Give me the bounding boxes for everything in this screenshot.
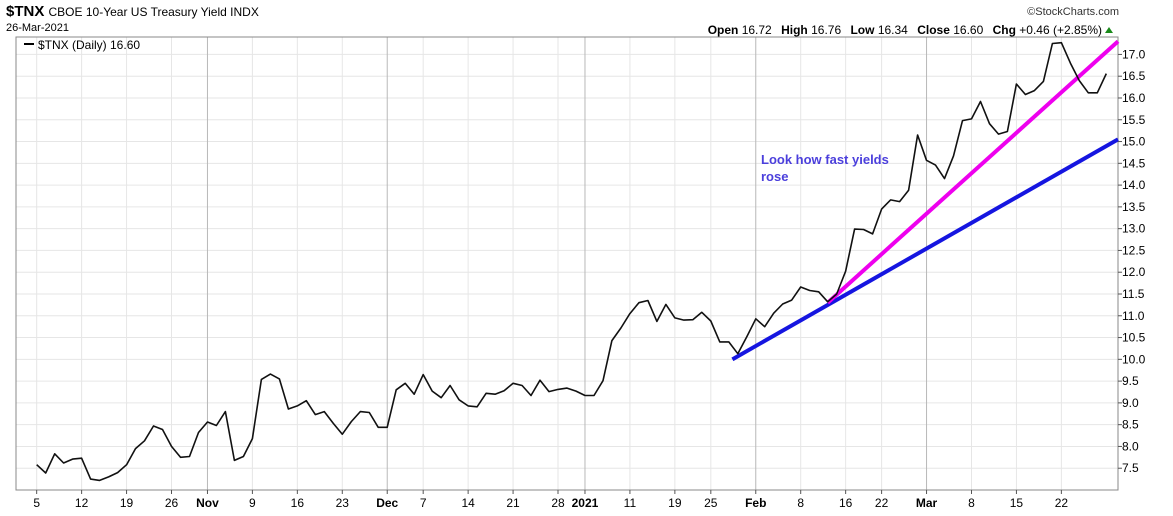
y-tick-label: 15.5 bbox=[1122, 113, 1146, 127]
legend: $TNX (Daily) 16.60 bbox=[24, 38, 140, 52]
x-tick-label: 2021 bbox=[572, 496, 599, 510]
chg-value: +0.46 (+2.85%) bbox=[1019, 23, 1102, 37]
high-value: 16.76 bbox=[811, 23, 842, 37]
y-tick-label: 12.5 bbox=[1122, 243, 1146, 257]
legend-label: $TNX (Daily) 16.60 bbox=[38, 38, 141, 52]
stockcharts-credit: ©StockCharts.com bbox=[1027, 6, 1119, 18]
x-tick-label: Mar bbox=[916, 496, 938, 510]
legend-swatch bbox=[24, 43, 34, 45]
x-tick-label: 25 bbox=[704, 496, 718, 510]
low-label: Low bbox=[850, 23, 875, 37]
x-tick-label: 16 bbox=[839, 496, 853, 510]
x-tick-label: 15 bbox=[1010, 496, 1024, 510]
x-tick-label: 22 bbox=[1055, 496, 1069, 510]
x-tick-label: 21 bbox=[506, 496, 520, 510]
y-tick-label: 12.0 bbox=[1122, 265, 1146, 279]
symbol-label: $TNX bbox=[6, 3, 45, 20]
y-tick-label: 14.5 bbox=[1122, 156, 1146, 170]
x-tick-label: 19 bbox=[120, 496, 134, 510]
low-value: 16.34 bbox=[877, 23, 908, 37]
x-tick-label: 7 bbox=[420, 496, 427, 510]
plot-frame bbox=[15, 36, 1119, 491]
x-tick-label: 23 bbox=[336, 496, 350, 510]
gridlines bbox=[16, 37, 1118, 490]
y-tick-label: 16.5 bbox=[1122, 69, 1146, 83]
x-tick-label: 19 bbox=[668, 496, 682, 510]
x-tick-label: 9 bbox=[249, 496, 256, 510]
y-tick-label: 10.5 bbox=[1122, 331, 1146, 345]
series-line bbox=[36, 41, 1108, 482]
trendlines bbox=[731, 39, 1120, 362]
x-tick-label: 5 bbox=[33, 496, 40, 510]
close-label: Close bbox=[917, 23, 950, 37]
ohlc-readout: Open 16.72 High 16.76 Low 16.34 Close 16… bbox=[708, 23, 1113, 37]
x-tick-label: 14 bbox=[461, 496, 475, 510]
annotation-text: Look how fast yields rose bbox=[761, 152, 889, 184]
chg-label: Chg bbox=[992, 23, 1016, 37]
x-tick-label: Feb bbox=[745, 496, 766, 510]
y-tick-label: 10.0 bbox=[1122, 352, 1146, 366]
blue-trendline bbox=[731, 137, 1119, 362]
x-tick-label: 11 bbox=[624, 496, 637, 510]
series-layer bbox=[36, 41, 1108, 482]
y-tick-label: 16.0 bbox=[1122, 91, 1146, 105]
y-tick-label: 8.5 bbox=[1122, 418, 1139, 432]
x-tick-label: 26 bbox=[165, 496, 179, 510]
y-tick-label: 13.0 bbox=[1122, 222, 1146, 236]
x-tick-label: 12 bbox=[75, 496, 89, 510]
x-tick-label: 28 bbox=[551, 496, 565, 510]
y-tick-label: 14.0 bbox=[1122, 178, 1146, 192]
index-name: CBOE 10-Year US Treasury Yield INDX bbox=[48, 5, 259, 19]
x-tick-label: Nov bbox=[196, 496, 219, 510]
y-tick-label: 13.5 bbox=[1122, 200, 1146, 214]
x-tick-label: 22 bbox=[875, 496, 889, 510]
y-tick-label: 9.5 bbox=[1122, 374, 1139, 388]
x-tick-label: 8 bbox=[968, 496, 975, 510]
x-tick-label: 16 bbox=[291, 496, 305, 510]
y-tick-label: 11.5 bbox=[1122, 287, 1145, 301]
magenta-trendline bbox=[826, 39, 1120, 305]
chart-date: 26-Mar-2021 bbox=[6, 22, 69, 34]
y-tick-label: 8.0 bbox=[1122, 439, 1139, 453]
y-axis: 7.5 8.0 8.5 9.0 9.5 10.0 10.5 11.0 11.5 12.0 12.5 1… bbox=[1118, 47, 1146, 475]
open-value: 16.72 bbox=[741, 23, 772, 37]
y-tick-label: 7.5 bbox=[1122, 461, 1139, 475]
chart-title: $TNX CBOE 10-Year US Treasury Yield INDX bbox=[6, 3, 259, 20]
x-tick-label: Dec bbox=[376, 496, 398, 510]
y-tick-label: 9.0 bbox=[1122, 396, 1139, 410]
y-tick-label: 15.0 bbox=[1122, 135, 1146, 149]
x-axis: 5 12 19 26 Nov 9 16 23 Dec 7 14 21 28 2021 11 19 25 Feb 8 1… bbox=[33, 490, 1068, 510]
high-label: High bbox=[781, 23, 808, 37]
x-tick-label: 8 bbox=[797, 496, 804, 510]
y-tick-label: 11.0 bbox=[1122, 309, 1145, 323]
y-tick-label: 17.0 bbox=[1122, 47, 1146, 61]
open-label: Open bbox=[707, 23, 739, 37]
up-triangle-icon bbox=[1105, 27, 1113, 33]
close-value: 16.60 bbox=[953, 23, 984, 37]
